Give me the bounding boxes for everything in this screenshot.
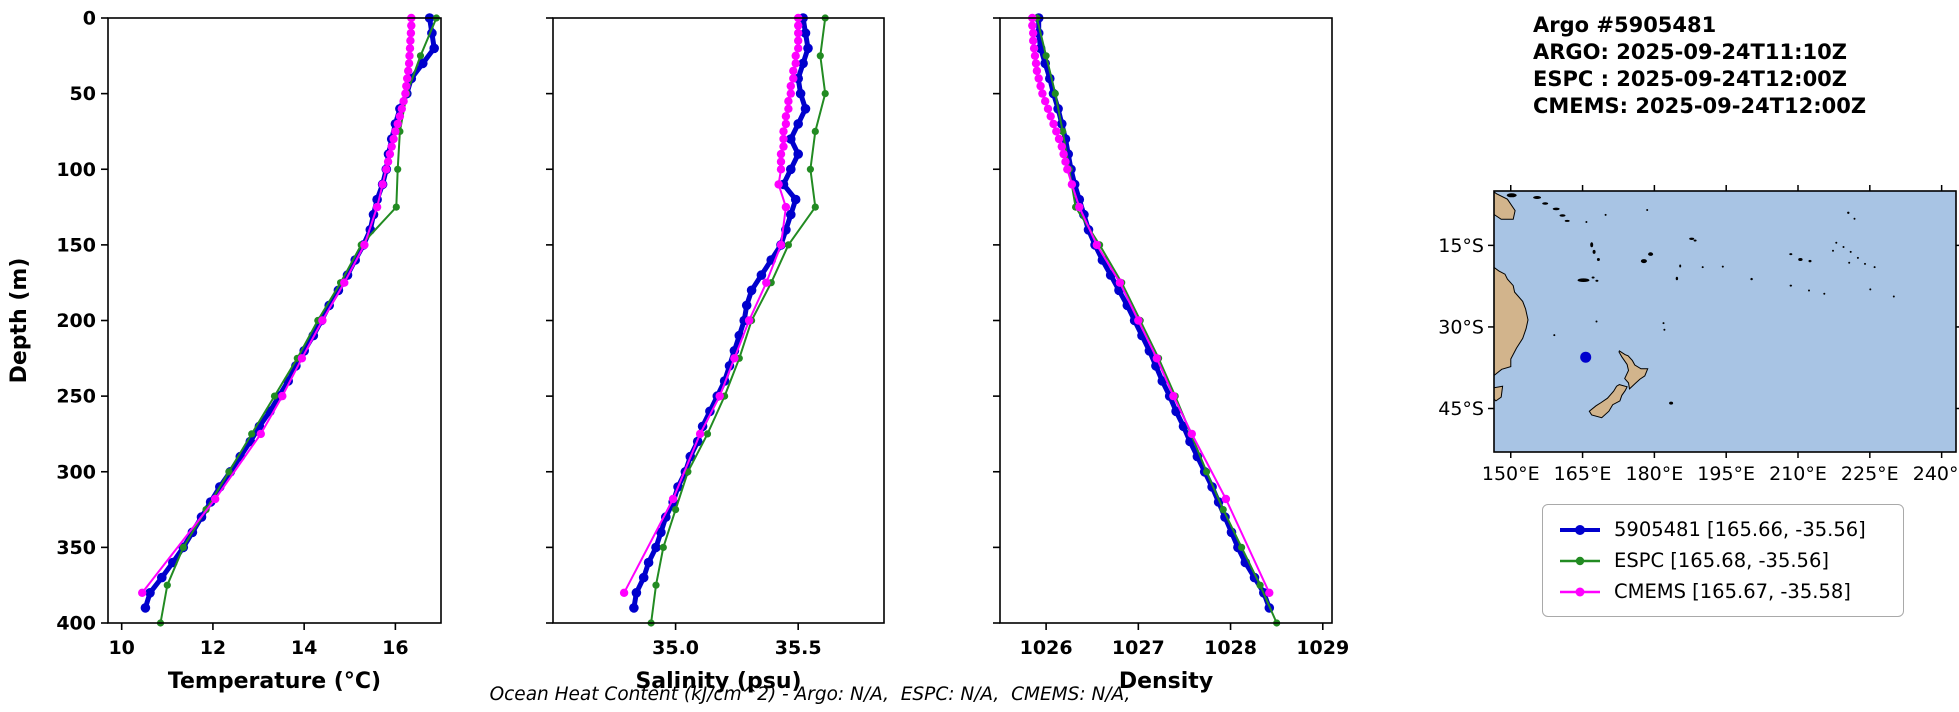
svg-text:1028: 1028 (1204, 637, 1257, 659)
cmems-line-swatch-icon (1560, 587, 1600, 596)
svg-text:400: 400 (56, 613, 96, 635)
legend-label-argo: 5905481 [165.66, -35.56] (1614, 518, 1866, 541)
svg-text:150: 150 (56, 234, 96, 256)
svg-text:165°E: 165°E (1554, 463, 1612, 485)
location-map: 150°E 165°E 180°E 195°E 210°E 225°E 240°E 15°S 3… (1438, 185, 1959, 485)
svg-text:30°S: 30°S (1438, 316, 1484, 338)
legend-row-espc: ESPC [165.68, -35.56] (1557, 545, 1889, 576)
svg-text:350: 350 (56, 537, 96, 559)
svg-text:100: 100 (56, 159, 96, 181)
legend-row-cmems: CMEMS [165.67, -35.58] (1557, 576, 1889, 607)
series-5905481 (629, 13, 813, 613)
legend: 5905481 [165.66, -35.56] ESPC [165.68, -… (1542, 504, 1904, 617)
svg-text:150°E: 150°E (1482, 463, 1540, 485)
land-nz-south-island (1588, 384, 1628, 419)
svg-text:0: 0 (83, 8, 96, 30)
svg-text:1026: 1026 (1020, 637, 1073, 659)
series-5905481 (140, 13, 440, 613)
series-cmems (138, 13, 416, 597)
density-chart: 1026 1027 1028 1029 Density (993, 13, 1349, 694)
land-new-guinea (1494, 191, 1516, 220)
header-argo-time: ARGO: 2025-09-24T11:10Z (1533, 40, 1847, 64)
svg-text:12: 12 (200, 637, 226, 659)
svg-text:1027: 1027 (1112, 637, 1165, 659)
svg-text:300: 300 (56, 461, 96, 483)
svg-text:50: 50 (70, 83, 96, 105)
svg-text:200: 200 (56, 310, 96, 332)
series-cmems (619, 13, 803, 597)
svg-text:35.5: 35.5 (775, 637, 822, 659)
header-cmems-time: CMEMS: 2025-09-24T12:00Z (1533, 94, 1867, 118)
argo-location-marker (1580, 351, 1592, 363)
svg-text:250: 250 (56, 386, 96, 408)
svg-text:16: 16 (382, 637, 408, 659)
svg-text:240°E: 240°E (1913, 463, 1959, 485)
svg-text:Salinity (psu): Salinity (psu) (635, 669, 801, 694)
svg-text:1029: 1029 (1296, 637, 1349, 659)
land-australia (1494, 266, 1529, 377)
svg-text:Density: Density (1119, 669, 1213, 694)
salinity-chart: 35.0 35.5 Salinity (psu) (546, 13, 885, 694)
svg-text:225°E: 225°E (1841, 463, 1899, 485)
ocean-heat-content-note: Ocean Heat Content (kJ/cm^2) - Argo: N/A… (489, 684, 1131, 705)
svg-text:45°S: 45°S (1438, 398, 1484, 420)
legend-row-argo: 5905481 [165.66, -35.56] (1557, 514, 1889, 545)
svg-text:Temperature (°C): Temperature (°C) (168, 669, 381, 694)
svg-text:14: 14 (291, 637, 317, 659)
svg-text:10: 10 (108, 637, 134, 659)
svg-text:Depth (m): Depth (m) (7, 258, 32, 384)
svg-text:15°S: 15°S (1438, 235, 1484, 257)
header: Argo #5905481 ARGO: 2025-09-24T11:10Z ES… (1533, 12, 1866, 120)
argo-line-swatch-icon (1560, 524, 1600, 535)
svg-text:210°E: 210°E (1769, 463, 1827, 485)
land-tasmania (1494, 385, 1504, 402)
svg-text:195°E: 195°E (1697, 463, 1755, 485)
map-land (1494, 191, 1895, 419)
legend-label-espc: ESPC [165.68, -35.56] (1614, 549, 1829, 572)
legend-label-cmems: CMEMS [165.67, -35.58] (1614, 580, 1851, 603)
header-float-id: Argo #5905481 (1533, 13, 1717, 37)
svg-text:180°E: 180°E (1625, 463, 1683, 485)
series-5905481 (1033, 13, 1275, 613)
svg-text:35.0: 35.0 (652, 637, 699, 659)
espc-line-swatch-icon (1560, 556, 1600, 565)
land-nz-north-island (1618, 350, 1649, 390)
temperature-chart: 10 12 14 16 0 50 100 150 200 250 300 350 400 Temperat… (7, 8, 442, 694)
header-espc-time: ESPC : 2025-09-24T12:00Z (1533, 67, 1848, 91)
series-cmems (1028, 13, 1274, 597)
